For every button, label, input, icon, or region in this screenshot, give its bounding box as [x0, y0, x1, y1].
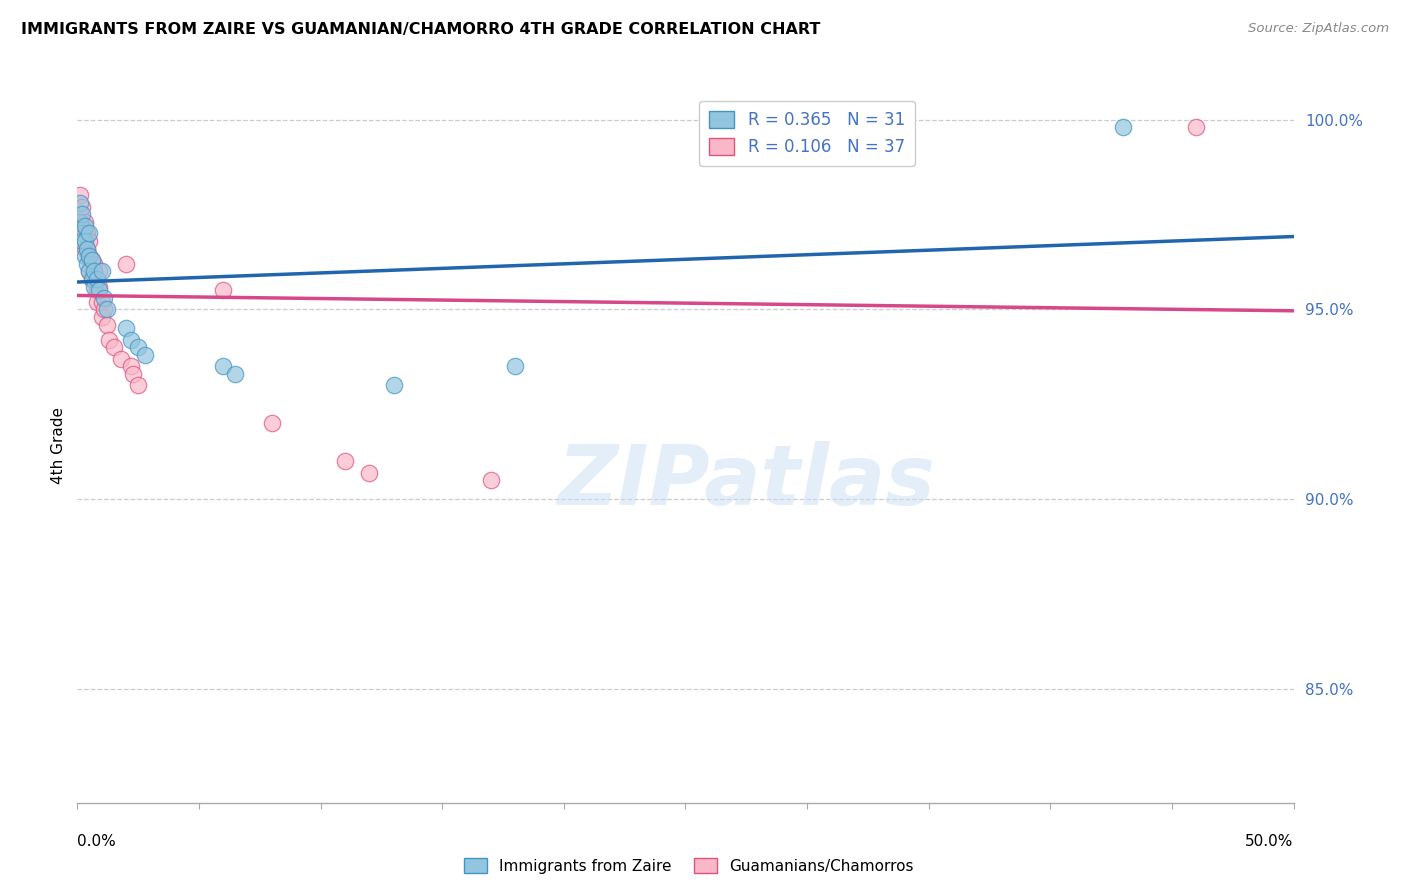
Point	[83, 272, 105, 286]
Point	[134, 348, 156, 362]
Point	[76, 242, 98, 256]
Point	[79, 249, 101, 263]
Legend: Immigrants from Zaire, Guamanians/Chamorros: Immigrants from Zaire, Guamanians/Chamor…	[458, 852, 920, 880]
Point	[115, 321, 138, 335]
Y-axis label: 4th Grade: 4th Grade	[51, 408, 66, 484]
Point	[70, 219, 93, 233]
Point	[115, 257, 138, 271]
Point	[79, 264, 101, 278]
Point	[359, 466, 381, 480]
Point	[90, 294, 112, 309]
Point	[79, 264, 101, 278]
Text: 50.0%: 50.0%	[1246, 834, 1294, 849]
Point	[80, 272, 103, 286]
Point	[70, 227, 93, 241]
Point	[90, 264, 112, 278]
Point	[70, 207, 93, 221]
Point	[212, 284, 235, 298]
Point	[93, 302, 115, 317]
Point	[127, 378, 149, 392]
Point	[76, 257, 98, 271]
Point	[120, 333, 142, 347]
Point	[90, 310, 112, 324]
Point	[89, 264, 111, 278]
Point	[89, 284, 111, 298]
Point	[93, 291, 115, 305]
Point	[80, 252, 103, 267]
Point	[80, 252, 103, 267]
Point	[73, 227, 96, 241]
Point	[97, 333, 120, 347]
Point	[127, 340, 149, 354]
Point	[70, 200, 93, 214]
Point	[70, 234, 93, 248]
Point	[73, 242, 96, 256]
Point	[86, 272, 108, 286]
Point	[212, 359, 235, 374]
Point	[73, 215, 96, 229]
Point	[79, 227, 101, 241]
Point	[73, 234, 96, 248]
Point	[382, 378, 405, 392]
Text: Source: ZipAtlas.com: Source: ZipAtlas.com	[1249, 22, 1389, 36]
Point	[79, 249, 101, 263]
Text: 0.0%: 0.0%	[77, 834, 117, 849]
Point	[333, 454, 356, 468]
Point	[73, 249, 96, 263]
Point	[1112, 120, 1135, 135]
Legend: R = 0.365   N = 31, R = 0.106   N = 37: R = 0.365 N = 31, R = 0.106 N = 37	[699, 101, 915, 166]
Point	[224, 367, 246, 381]
Point	[86, 294, 108, 309]
Point	[76, 227, 98, 241]
Point	[83, 264, 105, 278]
Point	[89, 279, 111, 293]
Point	[96, 302, 118, 317]
Point	[79, 234, 101, 248]
Text: IMMIGRANTS FROM ZAIRE VS GUAMANIAN/CHAMORRO 4TH GRADE CORRELATION CHART: IMMIGRANTS FROM ZAIRE VS GUAMANIAN/CHAMO…	[21, 22, 821, 37]
Point	[76, 242, 98, 256]
Text: ZIPatlas: ZIPatlas	[557, 442, 935, 522]
Point	[86, 284, 108, 298]
Point	[260, 416, 283, 430]
Point	[69, 215, 91, 229]
Point	[120, 359, 142, 374]
Point	[69, 196, 91, 211]
Point	[103, 340, 125, 354]
Point	[503, 359, 526, 374]
Point	[83, 279, 105, 293]
Point	[83, 257, 105, 271]
Point	[73, 219, 96, 233]
Point	[69, 188, 91, 202]
Point	[479, 473, 502, 487]
Point	[122, 367, 145, 381]
Point	[1185, 120, 1208, 135]
Point	[69, 207, 91, 221]
Point	[110, 351, 132, 366]
Point	[80, 272, 103, 286]
Point	[96, 318, 118, 332]
